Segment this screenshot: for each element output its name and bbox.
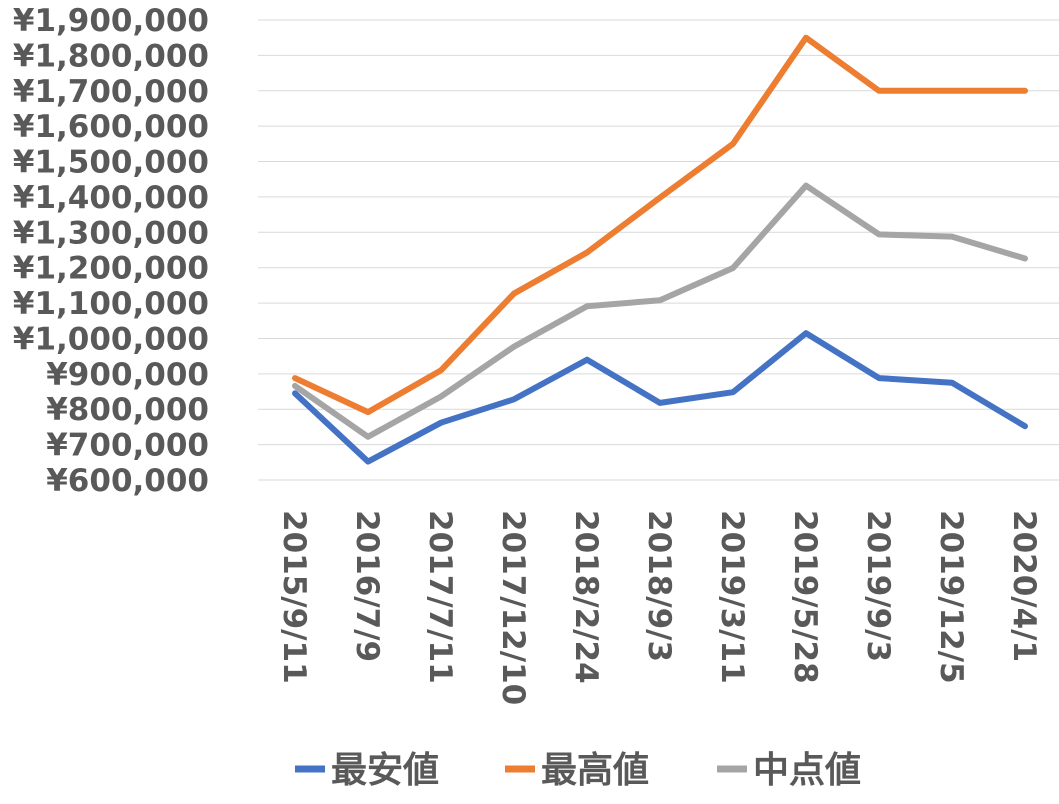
legend-label: 最安値 (331, 750, 439, 791)
y-tick-label: ¥1,100,000 (13, 286, 209, 322)
series-line-1 (292, 330, 1028, 465)
legend-label: 最高値 (541, 750, 649, 791)
y-tick-label: ¥900,000 (46, 357, 209, 393)
series-line-2 (292, 34, 1028, 416)
x-tick-label: 2019/5/28 (787, 510, 823, 684)
y-tick-label: ¥1,300,000 (13, 215, 209, 251)
y-tick-label: ¥1,900,000 (13, 3, 209, 39)
x-axis-tick-labels: 2015/9/11 2016/7/9 2017/7/11 2017/12/10 2018… (276, 510, 1042, 705)
legend: 最安値 最高値 中点値 (295, 750, 861, 791)
y-axis-tick-labels: ¥600,000¥700,000¥800,000¥900,000¥1,000,0… (13, 3, 209, 499)
y-tick-label: ¥1,500,000 (13, 145, 209, 181)
y-tick-label: ¥1,200,000 (13, 251, 209, 287)
x-tick-label: 2016/7/9 (349, 510, 385, 662)
x-tick-label: 2015/9/11 (276, 510, 312, 684)
x-tick-label: 2019/12/5 (933, 510, 969, 684)
y-tick-label: ¥600,000 (46, 463, 209, 499)
y-tick-label: ¥700,000 (46, 428, 209, 464)
x-tick-label: 2017/12/10 (495, 510, 531, 705)
x-tick-label: 2018/9/3 (641, 510, 677, 662)
y-tick-label: ¥1,000,000 (13, 321, 209, 357)
y-tick-label: ¥1,700,000 (13, 74, 209, 110)
x-tick-label: 2020/4/1 (1006, 510, 1042, 662)
legend-label: 中点値 (753, 750, 861, 791)
y-tick-label: ¥1,600,000 (13, 109, 209, 145)
x-tick-label: 2018/2/24 (568, 510, 604, 684)
x-tick-label: 2019/9/3 (860, 510, 896, 662)
x-tick-label: 2019/3/11 (714, 510, 750, 684)
y-tick-label: ¥1,800,000 (13, 38, 209, 74)
x-tick-label: 2017/7/11 (422, 510, 458, 684)
y-tick-label: ¥1,400,000 (13, 180, 209, 216)
series-line-3 (292, 182, 1028, 440)
series-lines (292, 34, 1028, 465)
y-tick-label: ¥800,000 (46, 392, 209, 428)
